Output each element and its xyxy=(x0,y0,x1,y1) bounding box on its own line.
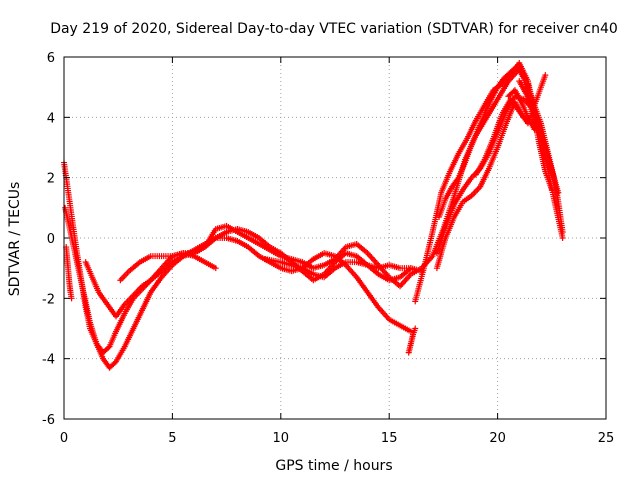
series-track-n xyxy=(516,78,555,193)
y-tick-label: 6 xyxy=(47,51,55,66)
grid-layer xyxy=(64,57,606,419)
series-track-d xyxy=(117,250,219,284)
y-tick-label: -2 xyxy=(42,292,55,307)
series-track-o xyxy=(505,87,544,136)
data-point-markers xyxy=(405,325,419,356)
data-point-markers xyxy=(505,87,544,136)
data-point-markers xyxy=(524,81,566,235)
y-tick-label: -4 xyxy=(42,353,55,368)
y-tick-label: 0 xyxy=(47,232,55,247)
data-points-layer xyxy=(61,60,566,371)
series-track-m xyxy=(524,81,566,235)
data-point-markers xyxy=(262,256,425,281)
data-point-markers xyxy=(516,78,555,193)
chart-title: Day 219 of 2020, Sidereal Day-to-day VTE… xyxy=(50,21,618,37)
ticks-layer: 0 5 10 15 20 25 -6 -4 -2 0 2 4 6 xyxy=(42,51,614,446)
x-tick-label: 15 xyxy=(381,431,398,446)
series-track-k xyxy=(405,325,419,356)
series-track-j xyxy=(63,244,75,302)
y-tick-label: 4 xyxy=(47,111,55,126)
x-tick-label: 20 xyxy=(489,431,506,446)
x-axis-label: GPS time / hours xyxy=(275,458,392,474)
x-tick-label: 5 xyxy=(168,431,176,446)
y-axis-label: SDTVAR / TECUs xyxy=(7,182,23,297)
y-tick-label: 2 xyxy=(47,172,55,187)
data-point-markers xyxy=(63,244,75,302)
data-point-markers xyxy=(117,250,219,284)
x-tick-label: 10 xyxy=(273,431,290,446)
x-tick-label: 25 xyxy=(598,431,615,446)
y-tick-label: -6 xyxy=(42,413,55,428)
x-tick-label: 0 xyxy=(60,431,68,446)
series-track-e xyxy=(262,256,425,281)
